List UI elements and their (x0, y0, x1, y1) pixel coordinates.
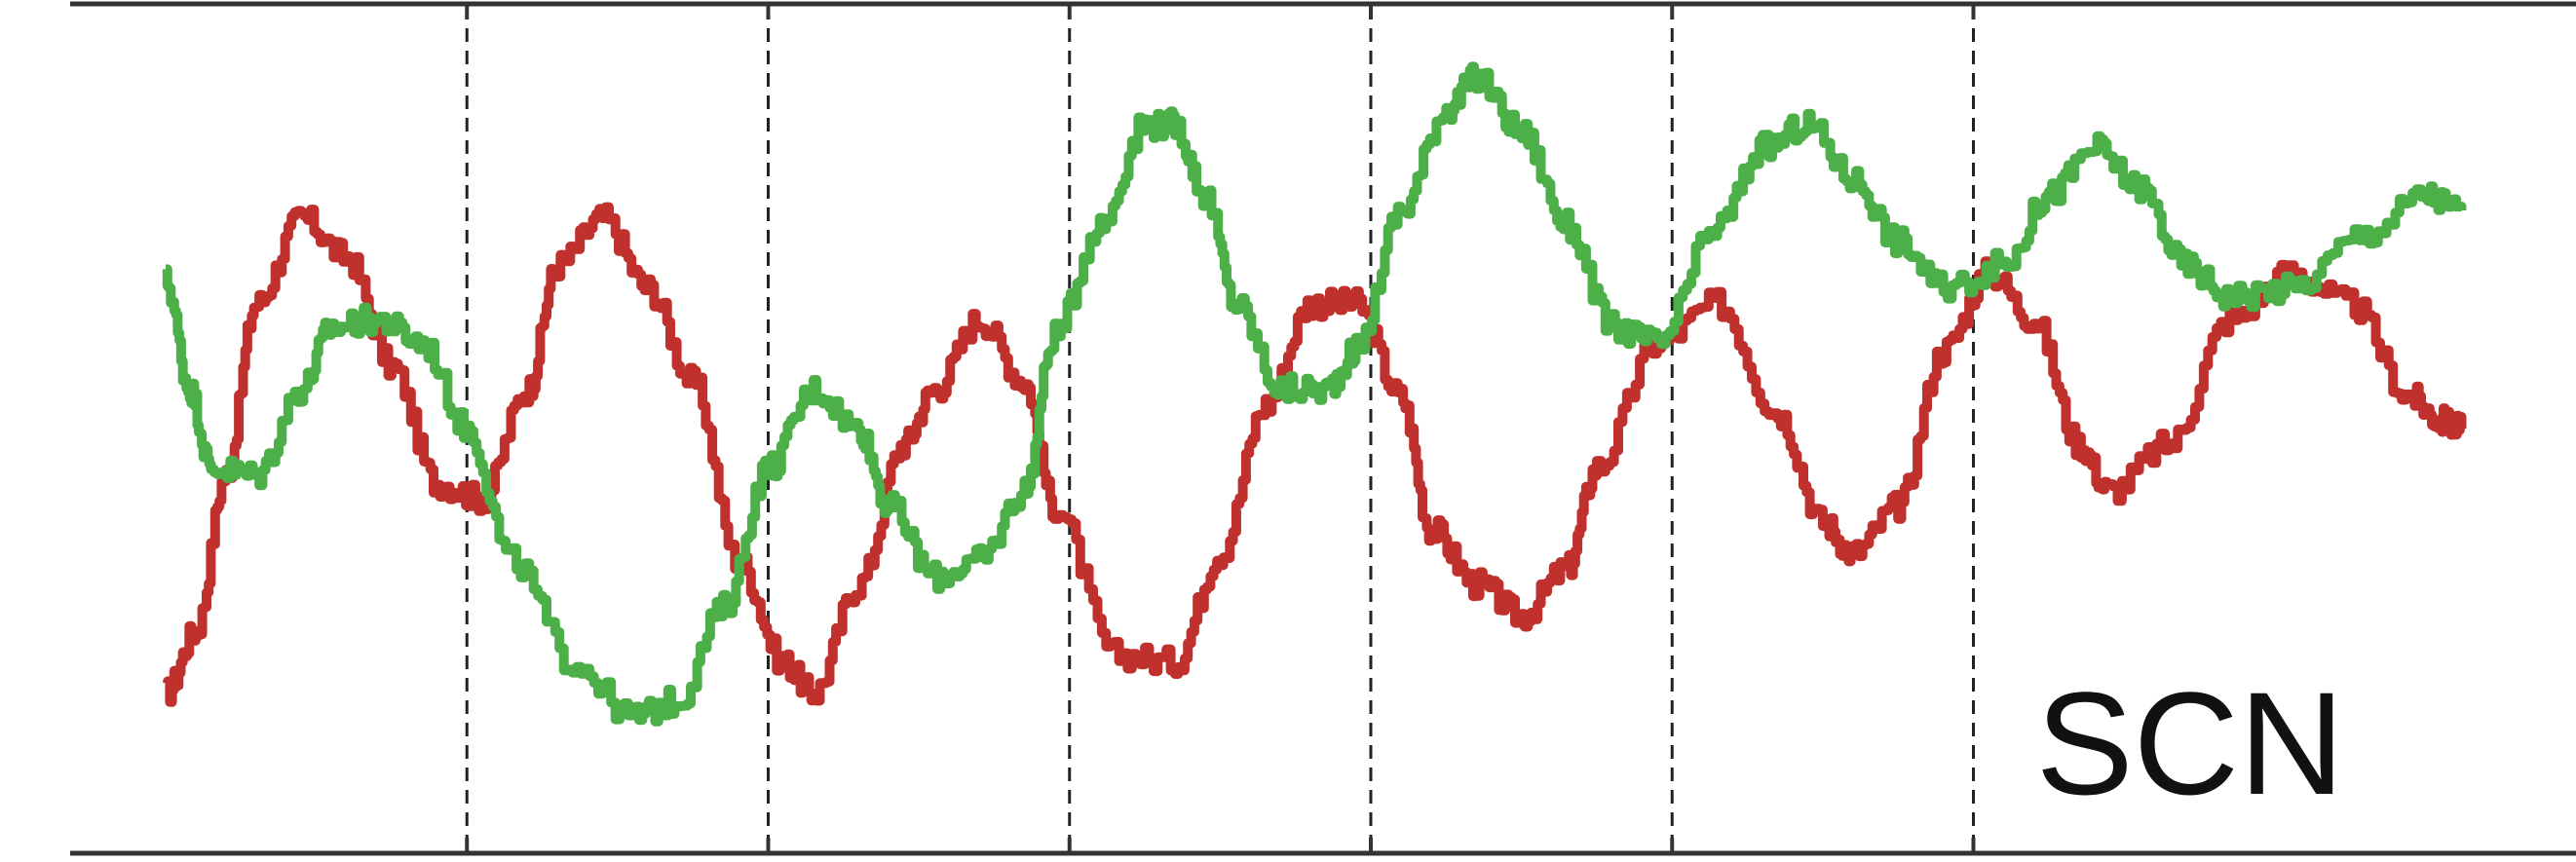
series-line-green (162, 61, 2467, 727)
scn-annotation: SCN (2036, 661, 2345, 825)
series-line-red (163, 202, 2467, 707)
grid-lines (465, 6, 1975, 851)
tick-marks (465, 4, 1976, 853)
series-lines (162, 61, 2467, 727)
